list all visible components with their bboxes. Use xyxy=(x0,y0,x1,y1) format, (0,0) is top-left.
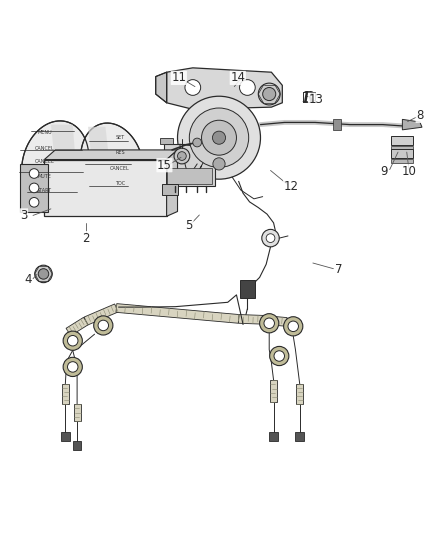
Circle shape xyxy=(29,183,39,193)
Circle shape xyxy=(193,138,201,147)
Polygon shape xyxy=(240,280,255,298)
Circle shape xyxy=(67,335,78,346)
Text: CANCEL: CANCEL xyxy=(35,159,54,164)
Polygon shape xyxy=(51,125,79,207)
Text: 4: 4 xyxy=(24,273,32,286)
Polygon shape xyxy=(295,432,304,441)
Polygon shape xyxy=(74,404,81,422)
Polygon shape xyxy=(296,384,303,404)
Circle shape xyxy=(284,317,303,336)
Polygon shape xyxy=(22,121,89,207)
Polygon shape xyxy=(269,432,278,441)
Text: 14: 14 xyxy=(230,71,245,84)
Text: MENU: MENU xyxy=(37,130,52,135)
Polygon shape xyxy=(166,150,177,216)
Polygon shape xyxy=(20,164,48,212)
Circle shape xyxy=(177,96,261,179)
Polygon shape xyxy=(164,144,215,185)
Polygon shape xyxy=(162,184,177,195)
Polygon shape xyxy=(116,304,239,323)
Text: RES: RES xyxy=(115,150,125,156)
Polygon shape xyxy=(166,68,283,109)
Circle shape xyxy=(177,152,186,160)
Text: SET: SET xyxy=(115,135,124,140)
Circle shape xyxy=(174,148,190,164)
Polygon shape xyxy=(166,168,212,183)
Circle shape xyxy=(263,87,276,101)
Polygon shape xyxy=(62,384,69,404)
Text: 10: 10 xyxy=(402,165,417,178)
Circle shape xyxy=(240,79,255,95)
Polygon shape xyxy=(88,127,114,205)
Polygon shape xyxy=(66,317,88,336)
Polygon shape xyxy=(262,316,287,326)
Text: 12: 12 xyxy=(283,180,299,193)
Text: START: START xyxy=(37,189,52,193)
Polygon shape xyxy=(270,380,277,402)
Text: CANCEL: CANCEL xyxy=(110,166,130,171)
Text: 11: 11 xyxy=(171,71,186,84)
Text: MUTE: MUTE xyxy=(37,174,51,180)
Circle shape xyxy=(262,229,279,247)
Polygon shape xyxy=(155,72,166,103)
Text: 15: 15 xyxy=(157,159,172,172)
Polygon shape xyxy=(84,304,118,325)
Circle shape xyxy=(67,362,78,372)
Polygon shape xyxy=(403,119,422,130)
Circle shape xyxy=(189,108,249,167)
Polygon shape xyxy=(392,149,413,158)
Text: 9: 9 xyxy=(380,165,388,178)
Circle shape xyxy=(29,198,39,207)
Polygon shape xyxy=(392,135,413,145)
Circle shape xyxy=(29,169,39,179)
Circle shape xyxy=(185,79,201,95)
Circle shape xyxy=(270,346,289,366)
Circle shape xyxy=(264,318,275,328)
Text: TOC: TOC xyxy=(115,181,125,186)
Text: 8: 8 xyxy=(416,109,424,123)
Circle shape xyxy=(201,120,237,155)
Circle shape xyxy=(288,321,298,332)
Polygon shape xyxy=(44,159,166,216)
Polygon shape xyxy=(392,146,413,149)
Text: 5: 5 xyxy=(186,219,193,231)
Text: R: R xyxy=(303,91,314,104)
Polygon shape xyxy=(332,119,341,130)
Text: 3: 3 xyxy=(20,209,28,222)
Circle shape xyxy=(213,158,225,170)
Circle shape xyxy=(63,331,82,350)
Text: 2: 2 xyxy=(82,232,90,245)
Circle shape xyxy=(266,234,275,243)
Polygon shape xyxy=(160,138,173,144)
Circle shape xyxy=(98,320,109,330)
Polygon shape xyxy=(61,432,70,441)
Polygon shape xyxy=(238,314,263,324)
Circle shape xyxy=(260,313,279,333)
Circle shape xyxy=(94,316,113,335)
Text: 7: 7 xyxy=(336,263,343,277)
Polygon shape xyxy=(392,159,413,163)
Text: 13: 13 xyxy=(308,93,323,106)
Polygon shape xyxy=(44,150,177,159)
Circle shape xyxy=(212,131,226,144)
Text: CANCEL: CANCEL xyxy=(35,146,54,151)
Polygon shape xyxy=(81,123,143,205)
Circle shape xyxy=(38,269,49,279)
Circle shape xyxy=(63,357,82,376)
Circle shape xyxy=(35,265,52,282)
Polygon shape xyxy=(73,441,81,450)
Circle shape xyxy=(274,351,285,361)
Circle shape xyxy=(258,83,280,105)
